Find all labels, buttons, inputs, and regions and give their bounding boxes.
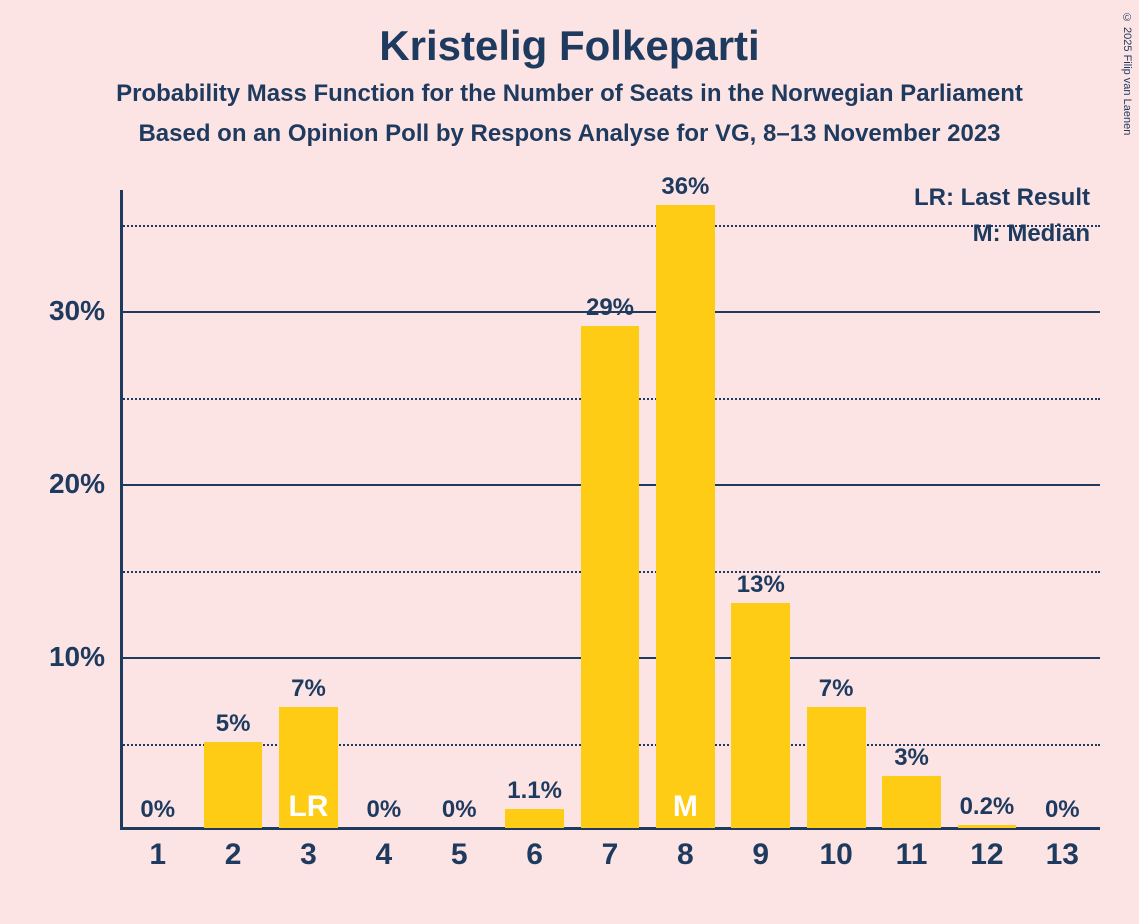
bar-value-label: 7% bbox=[291, 675, 326, 703]
bar-value-label: 0% bbox=[140, 796, 175, 824]
y-axis bbox=[120, 190, 123, 830]
bar bbox=[882, 776, 941, 828]
x-axis-label: 6 bbox=[526, 838, 543, 872]
x-axis-label: 5 bbox=[451, 838, 468, 872]
x-axis-label: 10 bbox=[819, 838, 852, 872]
gridline-minor bbox=[120, 225, 1100, 227]
y-axis-label: 30% bbox=[5, 295, 105, 327]
bar-value-label: 13% bbox=[737, 571, 785, 599]
y-axis-label: 20% bbox=[5, 468, 105, 500]
copyright-text: © 2025 Filip van Laenen bbox=[1121, 12, 1133, 135]
chart-plot-area: LR: Last Result M: Median 10%20%30%0%15%… bbox=[120, 190, 1100, 830]
chart-subtitle-1: Probability Mass Function for the Number… bbox=[0, 80, 1139, 108]
bar-value-label: 7% bbox=[819, 675, 854, 703]
bar-value-label: 0% bbox=[1045, 796, 1080, 824]
bar-value-label: 0% bbox=[442, 796, 477, 824]
x-axis-label: 4 bbox=[376, 838, 393, 872]
x-axis-label: 11 bbox=[896, 838, 928, 872]
bar-value-label: 5% bbox=[216, 710, 251, 738]
x-axis-label: 12 bbox=[970, 838, 1003, 872]
legend-last-result: LR: Last Result bbox=[914, 184, 1090, 212]
x-axis-label: 1 bbox=[149, 838, 166, 872]
bar bbox=[807, 707, 866, 828]
bar bbox=[958, 825, 1017, 828]
bar bbox=[581, 326, 640, 828]
x-axis-label: 13 bbox=[1046, 838, 1079, 872]
x-axis-label: 3 bbox=[300, 838, 317, 872]
bar-marker: M bbox=[673, 790, 698, 824]
bar-value-label: 1.1% bbox=[507, 777, 562, 805]
y-axis-label: 10% bbox=[5, 641, 105, 673]
bar-marker: LR bbox=[288, 790, 328, 824]
bar-value-label: 36% bbox=[661, 173, 709, 201]
x-axis-label: 7 bbox=[602, 838, 619, 872]
x-axis-label: 2 bbox=[225, 838, 242, 872]
x-axis-label: 9 bbox=[752, 838, 769, 872]
x-axis-label: 8 bbox=[677, 838, 694, 872]
chart-title: Kristelig Folkeparti bbox=[0, 0, 1139, 70]
bar bbox=[731, 603, 790, 828]
bar-value-label: 0.2% bbox=[960, 793, 1015, 821]
bar-value-label: 3% bbox=[894, 744, 929, 772]
chart-subtitle-2: Based on an Opinion Poll by Respons Anal… bbox=[0, 120, 1139, 148]
bar-value-label: 0% bbox=[367, 796, 402, 824]
bar bbox=[204, 742, 263, 828]
bar-value-label: 29% bbox=[586, 294, 634, 322]
bar bbox=[656, 205, 715, 828]
bar bbox=[505, 809, 564, 828]
